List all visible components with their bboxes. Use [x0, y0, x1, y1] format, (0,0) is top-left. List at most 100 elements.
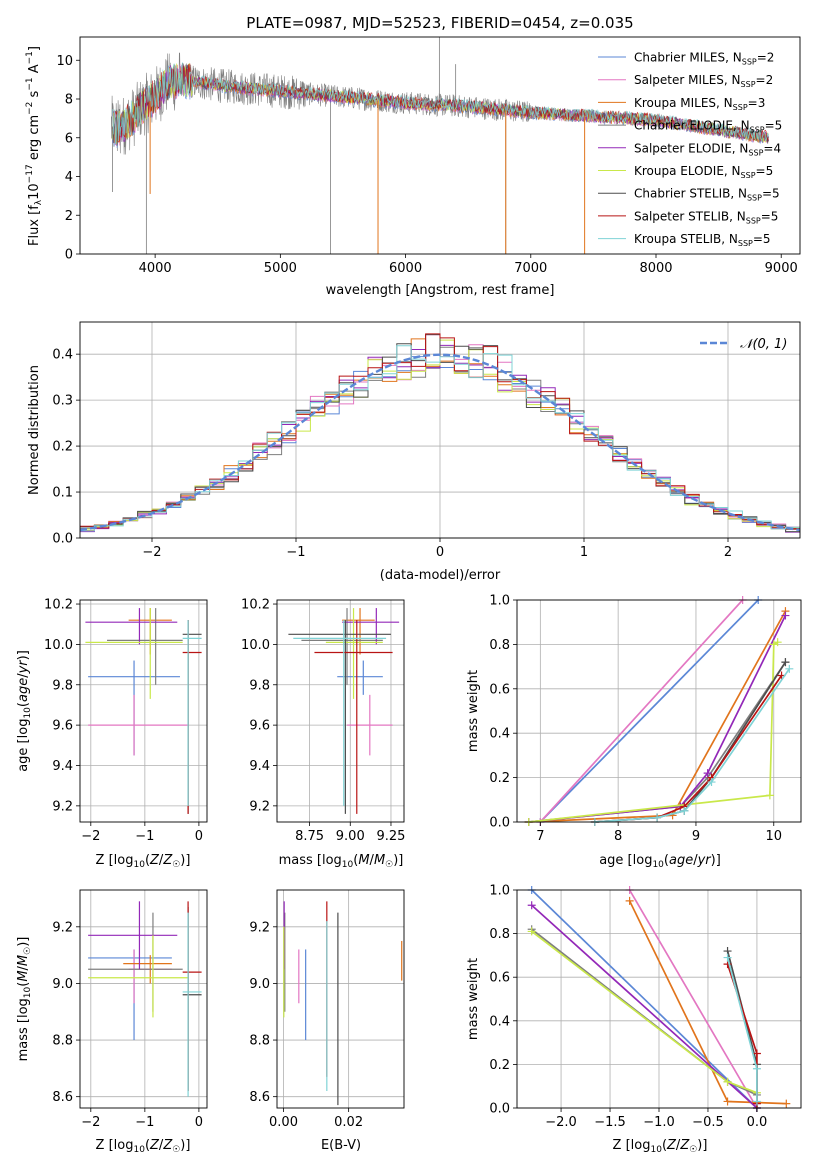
mw-age-ytick-label: 0.0	[489, 816, 510, 831]
residual-ylabel: Normed distribution	[27, 365, 42, 495]
mass-z-plot-area	[88, 901, 202, 1097]
spectrum-ytick-label: 6	[65, 131, 73, 146]
age-z-ytick-label: 9.2	[52, 799, 73, 814]
age-z-ytick-label: 9.4	[52, 759, 73, 774]
residual-xtick-label: −1	[286, 545, 305, 560]
mass-z-xtick-label: −2	[81, 1115, 100, 1130]
mw-z-xlabel: Z [log10(Z/Z☉)]	[613, 1138, 708, 1155]
mw-z-line-chabrier-elodie	[531, 928, 758, 1096]
residual-plot-area	[79, 333, 801, 533]
mass-ebv-ytick-label: 8.6	[249, 1090, 270, 1105]
age-z-xtick-label: 0	[195, 829, 203, 844]
mass-z-xlabel: Z [log10(Z/Z☉)]	[96, 1138, 191, 1155]
mass-ebv-ytick-label: 9.0	[249, 977, 270, 992]
age-mass-ytick-label: 9.2	[249, 799, 270, 814]
age-mass-ytick-label: 9.6	[249, 719, 270, 734]
mw-age-marker-salpeter-elodie	[703, 769, 712, 778]
mw-z-line-chabrier-miles	[531, 889, 758, 1109]
model-spectrum-salpeter-stelib	[112, 63, 769, 143]
mass-z-ylabel: mass [log10(M/M☉)]	[16, 937, 33, 1062]
residual-ytick-label: 0.2	[52, 440, 73, 455]
mw-z-ytick-label: 0.4	[489, 1014, 510, 1029]
mw-z-ytick-label: 0.8	[489, 927, 510, 942]
age-mass-ytick-label: 10.2	[241, 598, 270, 613]
residual-ytick-label: 0.3	[52, 394, 73, 409]
mass-ebv-axes-frame	[276, 889, 405, 1109]
residual-xtick-label: 1	[580, 545, 588, 560]
mw-z-marker-kroupa-miles	[782, 1099, 791, 1108]
mw-age-marker-kroupa-miles	[668, 811, 677, 820]
age-z-plot-area	[85, 608, 202, 814]
age-mass-xtick-label: 9.00	[336, 829, 365, 844]
legend-label-chabrier-elodie: Chabrier ELODIE, NSSP=5	[634, 119, 782, 135]
age-vs-metallicity-panel: −2 −1 0 9.2 9.4 9.6 9.8 10.0 10.2 Z [log10(Z/Z☉)…	[16, 598, 208, 870]
mw-age-marker-kroupa-stelib	[707, 778, 716, 787]
residual-legend: 𝒩(0, 1)	[700, 337, 787, 352]
mw-age-xtick-label: 7	[536, 829, 544, 844]
spectrum-ylabel: Flux [fλ10−17 erg cm−2 s−1 A−1]	[25, 46, 44, 246]
mass-z-ticks: −2 −1 0 8.6 8.8 9.0 9.2	[52, 920, 203, 1130]
age-mass-xlabel: mass [log10(M/M☉)]	[279, 853, 404, 870]
mw-z-marker-kroupa-stelib	[752, 1097, 761, 1106]
mass-ebv-xtick-label: 0.00	[269, 1115, 298, 1130]
legend-label-kroupa-stelib: Kroupa STELIB, NSSP=5	[634, 232, 771, 248]
mw-age-line-kroupa-elodie	[528, 641, 779, 823]
mw-age-marker-chabrier-stelib	[781, 658, 790, 667]
figure-title: PLATE=0987, MJD=52523, FIBERID=0454, z=0…	[246, 14, 633, 32]
age-z-ytick-label: 10.2	[44, 598, 73, 613]
mass-weight-vs-age-panel: 7 8 9 10 0.0 0.2 0.4 0.6 0.8 1.0 age [log10(age/y…	[466, 594, 802, 870]
age-mass-ytick-label: 9.8	[249, 678, 270, 693]
mw-age-line-salpeter-miles	[539, 599, 744, 823]
mw-age-line-chabrier-miles	[539, 599, 759, 823]
mw-age-ytick-label: 0.6	[489, 682, 510, 697]
mw-z-marker-kroupa-miles	[723, 1097, 732, 1106]
legend-label-kroupa-elodie: Kroupa ELODIE, NSSP=5	[634, 164, 773, 180]
legend-label-salpeter-elodie: Salpeter ELODIE, NSSP=4	[634, 141, 781, 157]
mass-vs-metallicity-panel: −2 −1 0 8.6 8.8 9.0 9.2 Z [log10(Z/Z☉)] mass […	[16, 889, 208, 1155]
age-z-axes-frame	[79, 599, 208, 823]
mw-z-xtick-label: −1.5	[594, 1115, 626, 1130]
age-mass-grid	[277, 600, 404, 822]
age-z-xtick-label: −1	[135, 829, 154, 844]
legend-label-chabrier-stelib: Chabrier STELIB, NSSP=5	[634, 187, 780, 203]
age-z-xtick-label: −2	[81, 829, 100, 844]
mass-z-xtick-label: 0	[195, 1115, 203, 1130]
spectrum-ytick-label: 8	[65, 93, 73, 108]
spectrum-ticks: 4000 5000 6000 7000 8000 9000 0 2 4 6 8 10	[56, 54, 797, 276]
mass-z-ytick-label: 8.8	[52, 1034, 73, 1049]
spectrum-ytick-label: 10	[56, 54, 73, 69]
spectrum-ytick-label: 4	[65, 170, 73, 185]
mw-z-plot-area	[527, 886, 791, 1112]
legend-label-salpeter-stelib: Salpeter STELIB, NSSP=5	[634, 209, 778, 225]
spectrum-plot-area	[111, 37, 769, 254]
mass-ebv-ticks: 0.00 0.02 8.6 8.8 9.0 9.2	[249, 920, 363, 1130]
mw-z-marker-kroupa-miles	[625, 896, 634, 905]
age-mass-ytick-label: 10.0	[241, 638, 270, 653]
spectrum-ytick-label: 0	[65, 248, 73, 263]
mw-z-xtick-label: −1.0	[643, 1115, 675, 1130]
residual-ytick-label: 0.0	[52, 532, 73, 547]
legend-label-kroupa-miles: Kroupa MILES, NSSP=3	[634, 96, 765, 112]
age-vs-mass-panel: 8.75 9.00 9.25 9.2 9.4 9.6 9.8 10.0 10.2 mass [l…	[241, 598, 405, 870]
mw-age-ytick-label: 1.0	[489, 594, 510, 609]
mass-z-ytick-label: 9.2	[52, 920, 73, 935]
spectrum-xlabel: wavelength [Angstrom, rest frame]	[326, 283, 555, 298]
residual-histogram-kroupa-stelib	[80, 345, 800, 532]
residual-histogram-salpeter-stelib	[80, 333, 800, 530]
mass-z-ytick-label: 8.6	[52, 1090, 73, 1105]
mw-age-ytick-label: 0.2	[489, 771, 510, 786]
mw-z-marker-kroupa-elodie	[723, 1077, 732, 1086]
spectrum-xtick-label: 8000	[639, 261, 672, 276]
mw-z-xtick-label: 0.0	[747, 1115, 768, 1130]
mw-z-xtick-label: −2.0	[545, 1115, 577, 1130]
mw-age-xtick-label: 9	[692, 829, 700, 844]
residual-ticks: −2 −1 0 1 2 0.0 0.1 0.2 0.3 0.4	[52, 348, 732, 560]
mw-z-ytick-label: 0.6	[489, 971, 510, 986]
mw-age-ytick-label: 0.8	[489, 638, 510, 653]
spectrum-xtick-label: 9000	[765, 261, 798, 276]
age-z-xlabel: Z [log10(Z/Z☉)]	[96, 853, 191, 870]
mw-z-marker-kroupa-stelib	[752, 1064, 761, 1073]
mw-age-marker-salpeter-elodie	[781, 611, 790, 620]
normal-curve-legend-label: 𝒩(0, 1)	[740, 337, 787, 352]
mw-age-marker-kroupa-stelib	[680, 806, 689, 815]
